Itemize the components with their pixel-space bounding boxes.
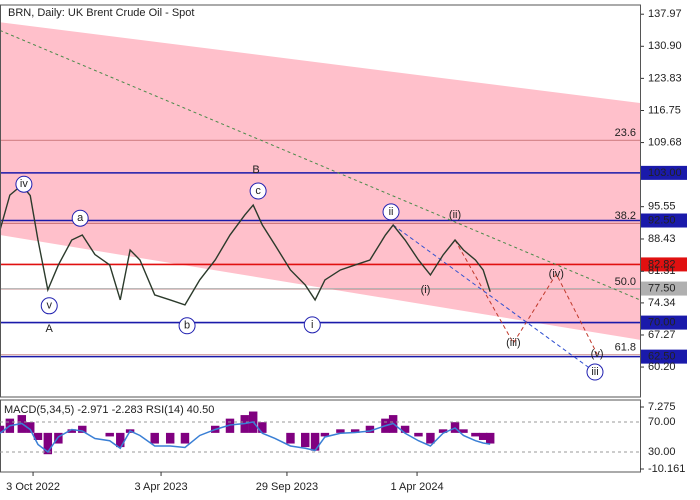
y-tick-label: 88.43 — [648, 233, 676, 245]
wave-label: c — [255, 185, 261, 197]
macd-bar — [165, 432, 175, 444]
macd-bar — [414, 432, 423, 437]
macd-tick-label: -10.161 — [648, 463, 685, 475]
y-tick-label: 137.97 — [648, 8, 682, 20]
chart-title: BRN, Daily: UK Brent Crude Oil - Spot — [8, 7, 194, 19]
level-label: 62.50 — [648, 351, 676, 363]
wave-circle — [71, 209, 89, 227]
level-tag — [641, 315, 687, 330]
y-tick-label: 67.27 — [648, 329, 676, 341]
macd-bar — [365, 425, 375, 433]
wave-label: v — [46, 300, 52, 312]
indicator-frame — [0, 399, 641, 473]
wave-circle — [15, 175, 33, 193]
x-tick-label: 3 Oct 2022 — [6, 481, 60, 493]
wave-label: i — [311, 319, 313, 331]
y-tick-label: 123.83 — [648, 72, 682, 84]
level-tag — [641, 165, 687, 180]
level-tag — [641, 281, 687, 296]
macd-bar — [336, 429, 345, 433]
level-label: 103.00 — [648, 167, 682, 179]
level-tag — [641, 349, 687, 364]
fib-label: 61.8 — [615, 342, 636, 354]
wave-label: (i) — [421, 284, 431, 296]
y-tick-label: 109.68 — [648, 136, 682, 148]
y-tick-label: 74.34 — [648, 297, 676, 309]
wave-label: (iii) — [506, 337, 521, 349]
macd-bar — [459, 429, 468, 433]
wave-label: iv — [20, 178, 28, 190]
macd-bar — [180, 432, 190, 444]
macd-bar — [478, 432, 488, 440]
macd-bar — [286, 432, 295, 444]
wave-circle — [178, 317, 196, 335]
macd-bar — [67, 429, 76, 433]
macd-bar — [471, 432, 480, 437]
macd-bar — [301, 432, 310, 448]
indicator-title: MACD(5,34,5) -2.971 -2.283 RSI(14) 40.50 — [4, 404, 214, 416]
macd-bar — [400, 425, 410, 433]
channel — [0, 22, 640, 340]
wave-label: a — [77, 212, 84, 224]
fib-label: 23.6 — [615, 127, 636, 139]
level-label: 70.00 — [648, 316, 676, 328]
wave-label: b — [184, 320, 190, 332]
y-tick-label: 116.75 — [648, 104, 681, 116]
macd-bar — [320, 432, 330, 437]
wave-label: (ii) — [449, 209, 461, 221]
macd-bar — [310, 432, 320, 451]
y-tick-label: 130.90 — [648, 40, 682, 52]
macd-bar — [116, 432, 125, 448]
y-tick-label: 60.20 — [648, 361, 676, 373]
macd-bar — [78, 425, 87, 433]
macd-bar — [33, 432, 43, 440]
macd-bar — [258, 422, 267, 433]
macd-bar — [438, 429, 448, 433]
level-label: 82.82 — [648, 258, 676, 270]
rsi-tick-label: 30.00 — [648, 446, 676, 458]
level-label: 77.50 — [648, 282, 676, 294]
y-tick-label: 81.31 — [648, 265, 676, 277]
rsi-tick-label: 70.00 — [648, 416, 676, 428]
level-tag — [641, 213, 687, 228]
level-tag — [641, 257, 687, 272]
fib-label: 38.2 — [615, 210, 636, 222]
macd-bar — [150, 432, 159, 444]
macd-bar — [350, 429, 360, 433]
price-frame — [0, 4, 641, 398]
wave-label: (v) — [591, 348, 604, 360]
x-tick-label: 29 Sep 2023 — [256, 481, 318, 493]
wave-label: A — [46, 323, 54, 335]
macd-bar — [426, 432, 435, 444]
level-label: 92.50 — [648, 214, 676, 226]
x-tick-label: 3 Apr 2023 — [134, 481, 187, 493]
rsi-line — [0, 421, 491, 454]
wave-circle — [382, 203, 400, 221]
macd-bar — [26, 422, 35, 433]
wave-label: ii — [389, 206, 394, 218]
wave-circle — [40, 297, 58, 315]
wave-circle — [303, 316, 321, 334]
macd-bar — [485, 432, 495, 444]
y-tick-label: 95.55 — [648, 201, 676, 213]
wave-label: iii — [591, 366, 598, 378]
wave-circle — [249, 182, 267, 200]
macd-bar — [105, 432, 114, 437]
wave-circle — [586, 363, 604, 381]
wave-label: (iv) — [549, 268, 564, 280]
plot-area — [0, 22, 640, 373]
macd-bar — [0, 425, 5, 433]
macd-tick-label: 7.275 — [648, 401, 676, 413]
price-line — [0, 184, 491, 306]
wave-label: B — [252, 164, 259, 176]
fib-label: 50.0 — [615, 276, 636, 288]
trendline — [0, 29, 640, 301]
x-tick-label: 1 Apr 2024 — [390, 481, 443, 493]
macd-bar — [43, 432, 53, 455]
